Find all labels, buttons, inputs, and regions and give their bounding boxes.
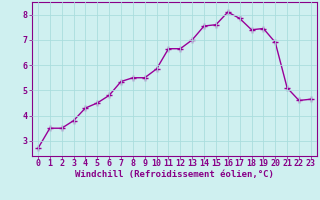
- X-axis label: Windchill (Refroidissement éolien,°C): Windchill (Refroidissement éolien,°C): [75, 170, 274, 179]
